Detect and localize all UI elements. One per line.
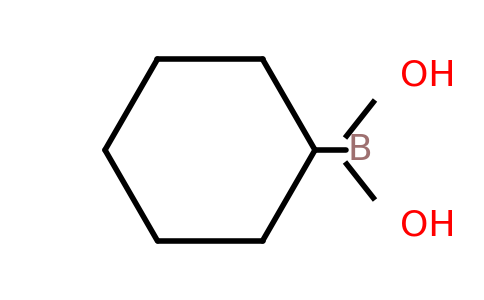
Text: OH: OH xyxy=(400,58,455,92)
Text: B: B xyxy=(348,133,372,167)
Text: OH: OH xyxy=(400,208,455,242)
